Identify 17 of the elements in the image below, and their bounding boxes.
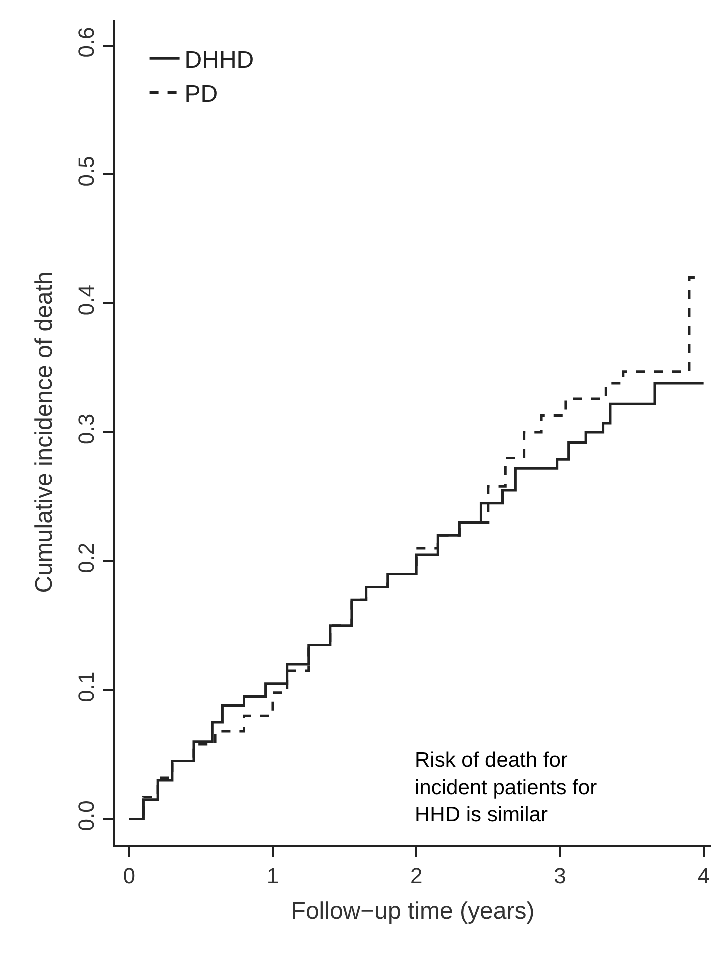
- y-tick-label: 0.4: [74, 284, 100, 316]
- legend-label: DHHD: [184, 46, 254, 74]
- annotation: Risk of death for incident patients for HHD is similar: [415, 749, 598, 827]
- x-tick-label: 2: [410, 863, 423, 888]
- y-axis-title: Cumulative incidence of death: [30, 272, 58, 594]
- x-tick-label: 3: [554, 863, 566, 888]
- y-tick-label: 0.1: [74, 672, 100, 702]
- x-tick-label: 0: [123, 863, 136, 888]
- y-tick-label: 0.5: [74, 156, 100, 187]
- x-axis-title: Follow−up time (years): [291, 898, 535, 926]
- y-tick-label: 0.3: [74, 414, 100, 444]
- x-tick-label: 4: [698, 863, 710, 888]
- legend-label: PD: [184, 81, 218, 108]
- y-tick-label: 0.0: [74, 800, 100, 832]
- y-tick-label: 0.6: [74, 27, 100, 58]
- x-tick-label: 1: [266, 863, 280, 888]
- y-tick-label: 0.2: [74, 542, 100, 574]
